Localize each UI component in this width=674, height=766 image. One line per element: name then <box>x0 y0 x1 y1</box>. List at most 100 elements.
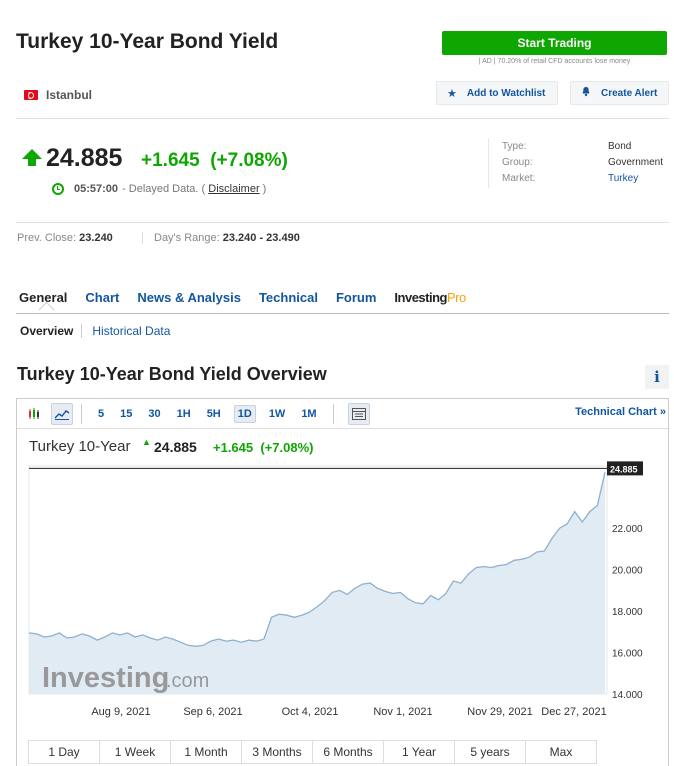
timeframe-30[interactable]: 30 <box>148 407 161 420</box>
chart-change-value: +1.645 <box>213 440 254 455</box>
alert-label: Create Alert <box>601 87 658 99</box>
delay-text: - Delayed Data. ( <box>122 183 206 195</box>
timeframe-1d[interactable]: 1D <box>233 404 256 423</box>
location: Istanbul <box>24 88 92 102</box>
change-value: +1.645 <box>141 150 200 171</box>
toolbar-separator <box>81 403 82 424</box>
tab-chart[interactable]: Chart <box>85 290 120 305</box>
timeframe-1w[interactable]: 1W <box>268 407 286 420</box>
days-range-label: Day's Range: <box>154 232 220 244</box>
series-area <box>29 472 605 694</box>
watchlist-label: Add to Watchlist <box>466 87 546 99</box>
market-link[interactable]: Turkey <box>608 173 639 184</box>
info-divider <box>488 138 489 188</box>
group-label: Group: <box>502 157 533 168</box>
area-chart-icon[interactable] <box>51 402 73 425</box>
series-line <box>28 472 606 647</box>
x-tick-label: Sep 6, 2021 <box>183 706 242 718</box>
tab-general[interactable]: General <box>19 290 68 305</box>
prev-close-value: 23.240 <box>79 232 113 244</box>
range-1-week[interactable]: 1 Week <box>99 740 171 764</box>
create-alert-button[interactable]: Create Alert <box>570 81 669 105</box>
y-tick-label: 16.000 <box>612 649 643 660</box>
range-1-year[interactable]: 1 Year <box>383 740 455 764</box>
subtab-overview[interactable]: Overview <box>20 324 83 338</box>
range-3-months[interactable]: 3 Months <box>241 740 313 764</box>
chart-change: +1.645 (+7.08%) <box>213 440 313 455</box>
chart-instrument-name: Turkey 10-Year <box>29 438 131 455</box>
last-value-label: 24.885 <box>610 464 638 474</box>
tab-investing-pro[interactable]: InvestingPro <box>394 290 466 305</box>
sub-tabs: Overview Historical Data <box>20 324 188 338</box>
table-icon[interactable] <box>347 402 370 425</box>
tabs-underline <box>16 313 669 314</box>
add-to-watchlist-button[interactable]: ★ Add to Watchlist <box>436 81 558 105</box>
y-tick-label: 20.000 <box>612 566 643 577</box>
tab-forum[interactable]: Forum <box>335 290 377 305</box>
x-tick-label: Aug 9, 2021 <box>91 706 150 718</box>
range-selector: 1 Day 1 Week 1 Month 3 Months 6 Months 1… <box>28 740 597 764</box>
timeframe-15[interactable]: 15 <box>120 407 133 420</box>
range-1-month[interactable]: 1 Month <box>170 740 242 764</box>
range-1-day[interactable]: 1 Day <box>28 740 100 764</box>
chart-widget <box>16 398 669 766</box>
turkey-flag-icon <box>24 90 38 100</box>
x-tick-label: Oct 4, 2021 <box>282 706 339 718</box>
divider <box>16 222 669 223</box>
timeframe-1m[interactable]: 1M <box>301 407 317 420</box>
last-price: 24.885 <box>46 144 123 172</box>
prev-close: Prev. Close: 23.240 <box>17 232 113 244</box>
up-arrow-icon <box>22 149 42 159</box>
group-value: Government <box>608 157 664 168</box>
up-arrow-stem <box>28 158 36 166</box>
y-tick-label: 22.000 <box>612 524 643 535</box>
x-tick-label: Nov 29, 2021 <box>467 706 532 718</box>
tab-news-analysis[interactable]: News & Analysis <box>137 290 241 305</box>
ad-disclaimer: | AD | 70.20% of retail CFD accounts los… <box>478 58 631 65</box>
prev-close-label: Prev. Close: <box>17 232 77 244</box>
disclaimer-link[interactable]: Disclaimer <box>208 183 260 195</box>
days-range-value: 23.240 - 23.490 <box>222 232 300 244</box>
info-icon[interactable]: i <box>645 365 669 389</box>
timeframe-5[interactable]: 5 <box>98 407 105 420</box>
tab-technical[interactable]: Technical <box>258 290 318 305</box>
range-5-years[interactable]: 5 years <box>454 740 526 764</box>
timeframe-1h[interactable]: 1H <box>176 407 191 420</box>
market-label: Market: <box>502 173 536 184</box>
investing-watermark: Investing <box>42 662 169 694</box>
pro-text-b: Pro <box>446 290 466 305</box>
chart-last-price: 24.885 <box>154 439 197 455</box>
y-tick-label: 18.000 <box>612 607 643 618</box>
technical-chart-link[interactable]: Technical Chart » <box>575 406 666 418</box>
bell-icon <box>581 86 591 100</box>
quote-time: 05:57:00 - Delayed Data. ( Disclaimer ) <box>52 183 266 195</box>
divider <box>16 118 669 119</box>
candlestick-icon[interactable] <box>23 403 45 425</box>
clock-icon <box>52 183 64 195</box>
type-value: Bond <box>608 141 632 152</box>
change-percent: (+7.08%) <box>210 150 288 171</box>
toolbar-separator <box>332 403 334 424</box>
time-value: 05:57:00 <box>74 183 119 195</box>
subtab-historical-data[interactable]: Historical Data <box>92 324 171 338</box>
y-tick-label: 14.000 <box>612 690 643 701</box>
overview-title: Turkey 10-Year Bond Yield Overview <box>17 364 327 384</box>
chart-toolbar: 5 15 30 1H 5H 1D 1W 1M <box>17 399 668 429</box>
price-change: +1.645 (+7.08%) <box>141 150 288 172</box>
timeframe-5h[interactable]: 5H <box>206 407 221 420</box>
x-tick-label: Nov 1, 2021 <box>373 706 432 718</box>
range-max[interactable]: Max <box>525 740 597 764</box>
start-trading-button[interactable]: Start Trading <box>442 31 667 55</box>
pro-text-a: Investing <box>394 290 447 305</box>
close-paren: ) <box>262 183 267 195</box>
range-6-months[interactable]: 6 Months <box>312 740 384 764</box>
days-range: Day's Range: 23.240 - 23.490 <box>142 232 300 244</box>
page-title: Turkey 10-Year Bond Yield <box>16 30 279 53</box>
type-label: Type: <box>502 141 527 152</box>
x-tick-label: Dec 27, 2021 <box>541 706 606 718</box>
investing-watermark-suffix: .com <box>166 670 209 692</box>
star-icon: ★ <box>447 87 457 100</box>
last-value-badge <box>607 461 643 476</box>
small-up-arrow-icon: ▲ <box>142 437 151 447</box>
